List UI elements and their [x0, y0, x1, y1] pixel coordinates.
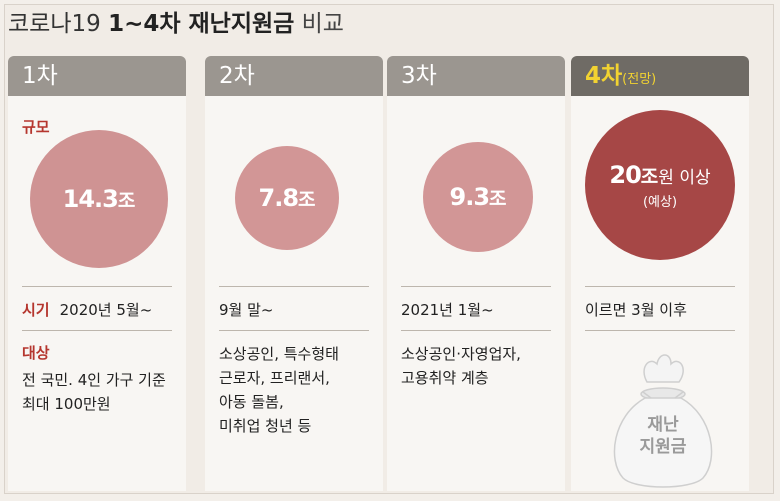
column-body: 7.8조 9월 말~ 소상공인, 특수형태 근로자, 프리랜서, 아동 돌봄, …: [205, 96, 383, 491]
period-value: 2020년 5월~: [59, 301, 153, 319]
scale-circle: 7.8조: [235, 146, 339, 250]
column-body: 규모 14.3조 시기 2020년 5월~ 대상 전 국민. 4인 가구 기준 최…: [8, 96, 186, 491]
target-line: 최대 100만원: [22, 395, 111, 413]
column-header: 4차(전망): [571, 56, 749, 96]
column-round-1: 1차 규모 14.3조 시기 2020년 5월~ 대상 전 국민. 4인 가구 기…: [8, 56, 186, 491]
bag-line: 재난: [647, 415, 679, 435]
scale-label: 규모: [22, 118, 50, 136]
period-row: 시기 2020년 5월~: [22, 299, 152, 320]
scale-value: 14.3: [62, 185, 119, 213]
scale-circle: 20조원 이상 (예상): [585, 110, 735, 260]
target-label: 대상: [22, 344, 50, 362]
period-label: 시기: [22, 301, 50, 319]
target-line: 전 국민. 4인 가구 기준: [22, 371, 166, 389]
divider: [585, 330, 735, 331]
title-suffix: 비교: [301, 11, 344, 37]
divider: [585, 286, 735, 287]
divider: [401, 286, 551, 287]
bag-line: 지원금: [639, 437, 687, 457]
scale-value: 20: [609, 160, 641, 189]
divider: [219, 330, 369, 331]
target-text: 전 국민. 4인 가구 기준 최대 100만원: [22, 368, 166, 416]
scale-unit: 조: [640, 165, 659, 188]
money-bag-icon: 재난 지원금: [595, 342, 731, 492]
scale-unit: 조: [489, 188, 507, 210]
bag-text: 재난 지원금: [595, 414, 731, 458]
column-body: 20조원 이상 (예상) 이르면 3월 이후 재난 지원금: [571, 96, 749, 491]
target-line: 고용취약 계층: [401, 369, 489, 387]
column-header-note: (전망): [622, 72, 657, 87]
scale-value: 9.3: [449, 183, 491, 211]
divider: [22, 286, 172, 287]
scale-circle: 14.3조: [30, 130, 168, 268]
page-title: 코로나19 1~4차 재난지원금 비교: [8, 4, 344, 44]
scale-unit: 조: [298, 189, 316, 211]
scale-sub: (예상): [642, 194, 678, 210]
divider: [401, 330, 551, 331]
target-line: 미취업 청년 등: [219, 417, 312, 435]
column-round-2: 2차 7.8조 9월 말~ 소상공인, 특수형태 근로자, 프리랜서, 아동 돌…: [205, 56, 383, 491]
scale-unit: 조: [117, 190, 136, 212]
period-value: 2021년 1월~: [401, 301, 494, 319]
scale-value: 7.8: [258, 184, 300, 212]
column-round-3: 3차 9.3조 2021년 1월~ 소상공인·자영업자, 고용취약 계층: [387, 56, 565, 491]
target-line: 소상공인·자영업자,: [401, 345, 521, 363]
period-value: 이르면 3월 이후: [585, 301, 687, 319]
column-header: 3차: [387, 56, 565, 96]
target-text: 소상공인, 특수형태 근로자, 프리랜서, 아동 돌봄, 미취업 청년 등: [219, 342, 339, 438]
column-round-4: 4차(전망) 20조원 이상 (예상) 이르면 3월 이후 재난 지원금: [571, 56, 749, 491]
column-header: 1차: [8, 56, 186, 96]
scale-circle: 9.3조: [423, 142, 533, 252]
divider: [22, 330, 172, 331]
target-line: 근로자, 프리랜서,: [219, 369, 330, 387]
target-line: 소상공인, 특수형태: [219, 345, 339, 363]
divider: [219, 286, 369, 287]
column-header: 2차: [205, 56, 383, 96]
column-body: 9.3조 2021년 1월~ 소상공인·자영업자, 고용취약 계층: [387, 96, 565, 491]
title-prefix: 코로나19: [8, 11, 101, 37]
period-value: 9월 말~: [219, 301, 274, 319]
title-main: 1~4차 재난지원금: [108, 11, 295, 37]
target-line: 아동 돌봄,: [219, 393, 284, 411]
scale-extra: 원 이상: [658, 167, 711, 188]
target-text: 소상공인·자영업자, 고용취약 계층: [401, 342, 521, 390]
column-header-label: 4차: [585, 63, 623, 89]
